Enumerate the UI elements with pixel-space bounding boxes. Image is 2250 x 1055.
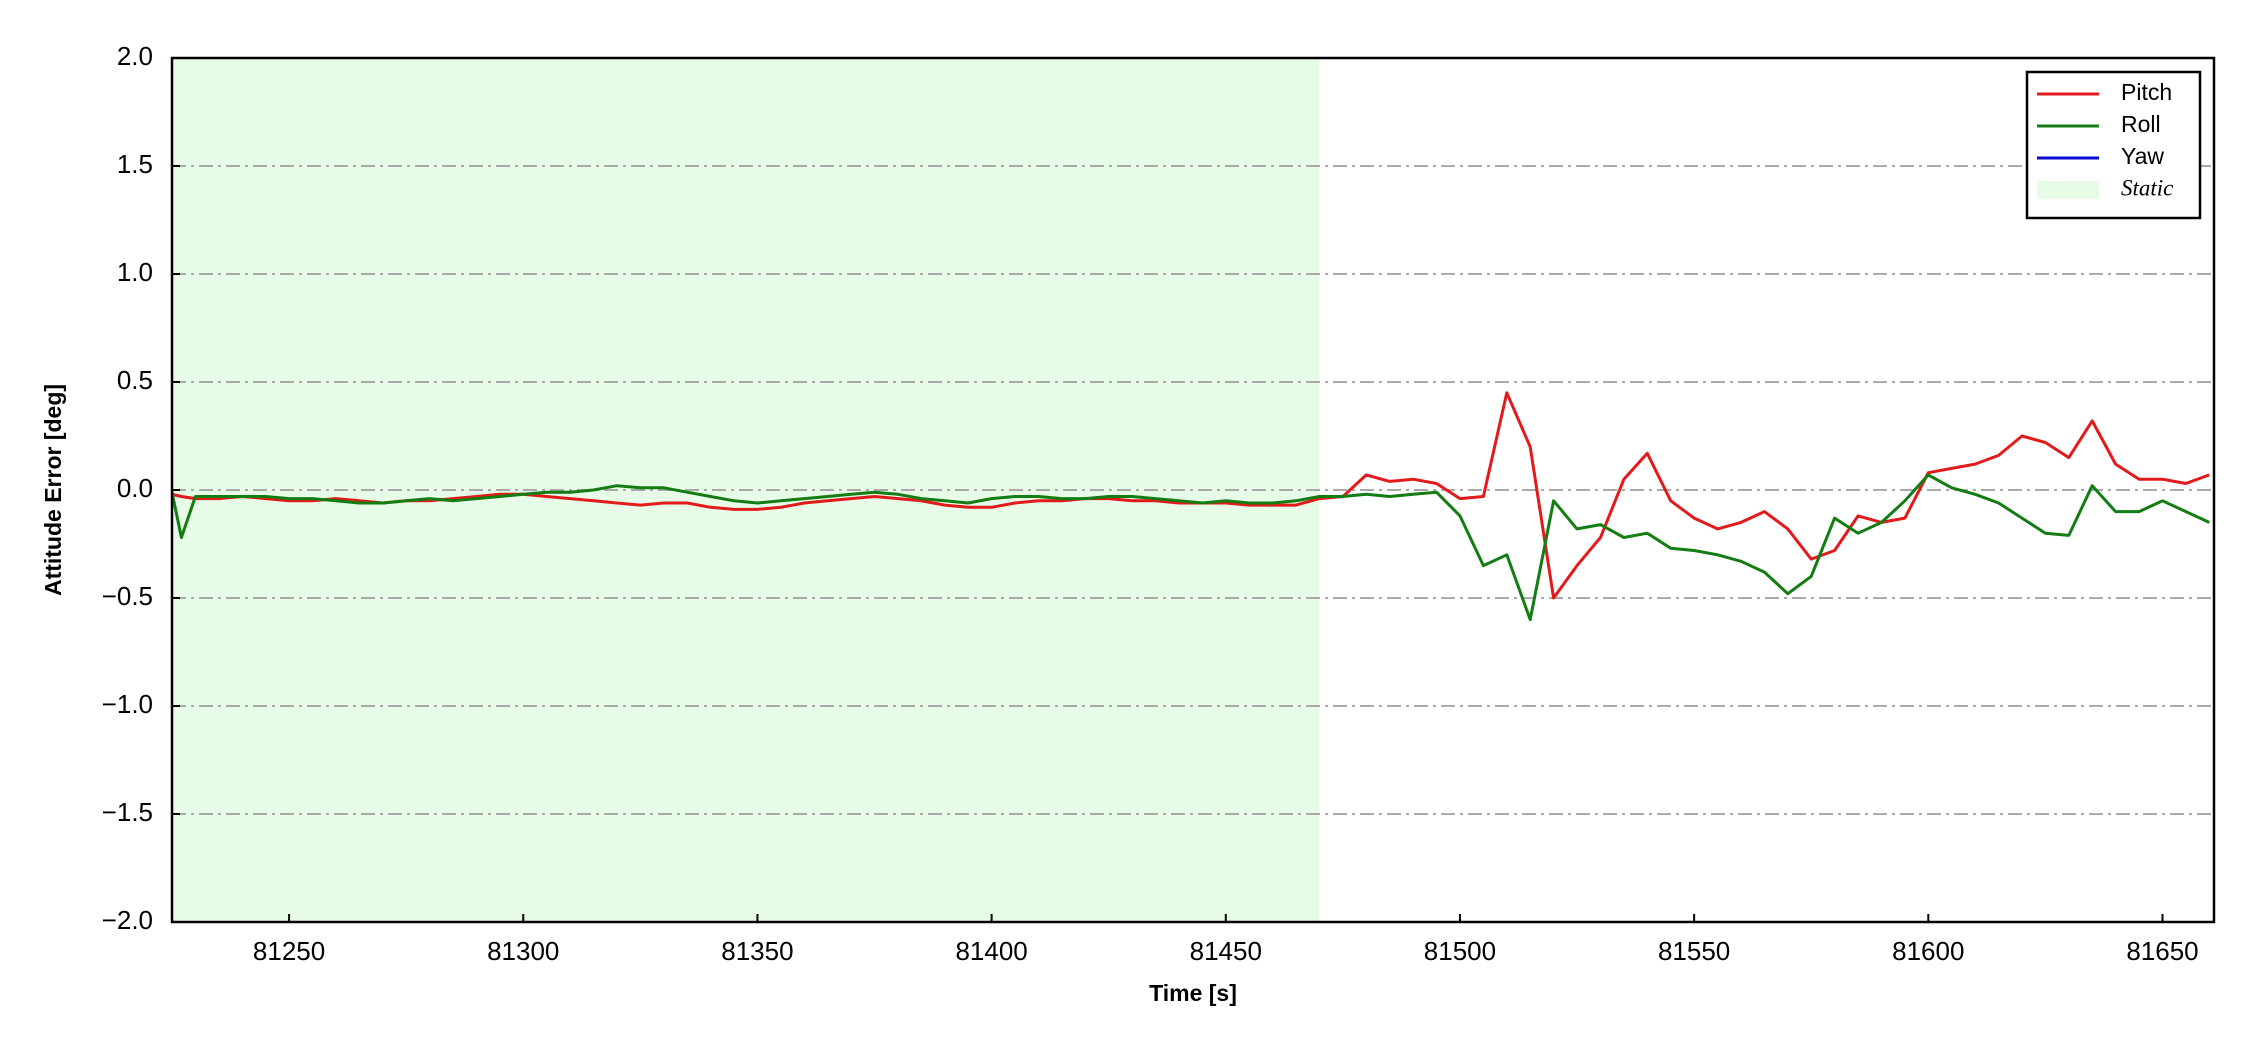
x-tick-label: 81500 <box>1424 936 1496 966</box>
legend-label: Yaw <box>2121 143 2164 169</box>
y-axis-label: Attitude Error [deg] <box>40 384 66 596</box>
legend-label: Pitch <box>2121 79 2172 105</box>
x-tick-label: 81550 <box>1658 936 1730 966</box>
y-tick-label: −1.5 <box>102 797 153 827</box>
legend-label: Static <box>2121 175 2173 200</box>
x-tick-label: 81350 <box>721 936 793 966</box>
y-tick-label: 0.5 <box>117 365 153 395</box>
x-tick-label: 81650 <box>2126 936 2198 966</box>
y-tick-label: 2.0 <box>117 41 153 71</box>
y-tick-label: 0.0 <box>117 473 153 503</box>
legend-label: Roll <box>2121 111 2161 137</box>
y-tick-label: −1.0 <box>102 689 153 719</box>
plot-frame <box>170 56 2216 924</box>
y-tick-label: 1.5 <box>117 149 153 179</box>
series-line <box>172 473 2210 622</box>
x-tick-label: 81250 <box>253 936 325 966</box>
x-tick-label: 81300 <box>487 936 559 966</box>
y-tick-label: 1.0 <box>117 257 153 287</box>
y-tick-label: −2.0 <box>102 905 153 935</box>
x-tick-label: 81450 <box>1190 936 1262 966</box>
y-tick-label: −0.5 <box>102 581 153 611</box>
x-tick-label: 81400 <box>955 936 1027 966</box>
legend-swatch <box>2037 181 2099 199</box>
x-axis-label: Time [s] <box>1149 980 1237 1006</box>
series-line <box>172 391 2210 600</box>
x-tick-label: 81600 <box>1892 936 1964 966</box>
